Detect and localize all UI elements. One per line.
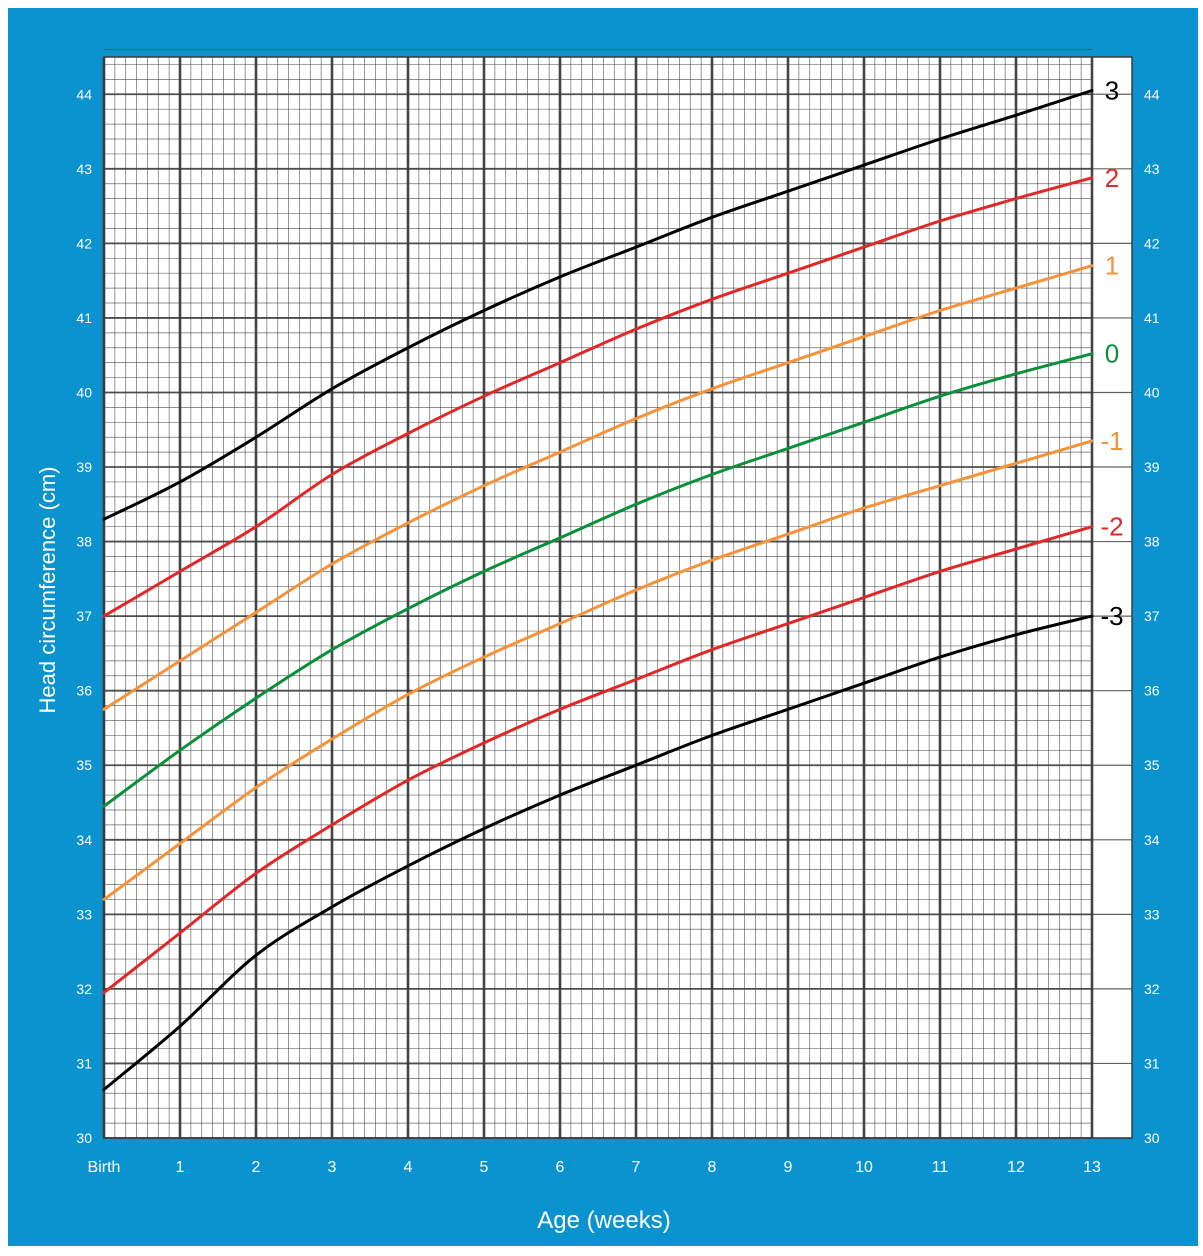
minor-grid xyxy=(104,49,1092,1138)
x-tick-label: 5 xyxy=(480,1159,489,1176)
plot-border xyxy=(103,56,1133,1139)
series-layer xyxy=(102,89,1094,1091)
y-tick-label-left: 34 xyxy=(76,832,92,848)
y-tick-label-left: 44 xyxy=(76,86,92,102)
y-tick-label-right: 36 xyxy=(1144,683,1160,699)
y-tick-label-right: 38 xyxy=(1144,534,1160,550)
y-tick-label-right: 39 xyxy=(1144,459,1160,475)
y-tick-label-left: 30 xyxy=(76,1130,92,1146)
x-tick-label: 8 xyxy=(708,1159,717,1176)
y-tick-label-left: 37 xyxy=(76,608,92,624)
x-axis-ticks: Birth 1 2 3 4 5 6 7 8 9 10 11 12 13 xyxy=(88,1159,1101,1176)
y-tick-label-right: 44 xyxy=(1144,86,1160,102)
y-tick-label-left: 43 xyxy=(76,161,92,177)
x-tick-label: 1 xyxy=(176,1159,185,1176)
y-tick-label-left: 35 xyxy=(76,757,92,773)
series-end-label-1: 2 xyxy=(1105,163,1119,193)
x-tick-label: 7 xyxy=(632,1159,641,1176)
series-end-label-5: -2 xyxy=(1100,512,1123,542)
y-tick-label-left: 38 xyxy=(76,534,92,550)
series-end-label-0: 3 xyxy=(1105,76,1119,106)
series-line-5 xyxy=(102,525,1094,995)
x-tick-label: 9 xyxy=(784,1159,793,1176)
y-axis-left-ticks: 30 31 32 33 34 35 36 37 38 39 40 41 42 43 44 xyxy=(76,86,92,1146)
major-grid xyxy=(102,56,1133,1139)
y-tick-label-right: 37 xyxy=(1144,608,1160,624)
y-axis-right-ticks: 30 31 32 33 34 35 36 37 38 39 40 41 42 43 44 xyxy=(1144,86,1160,1146)
x-tick-label: 12 xyxy=(1007,1159,1025,1176)
x-tick-label: 2 xyxy=(252,1159,261,1176)
y-tick-label-right: 31 xyxy=(1144,1055,1160,1071)
x-tick-label: 3 xyxy=(328,1159,337,1176)
series-end-label-3: 0 xyxy=(1105,339,1119,369)
x-tick-label: 4 xyxy=(404,1159,413,1176)
y-tick-label-right: 32 xyxy=(1144,981,1160,997)
x-tick-label: 6 xyxy=(556,1159,565,1176)
series-end-label-4: -1 xyxy=(1100,426,1123,456)
y-tick-label-right: 34 xyxy=(1144,832,1160,848)
series-line-3 xyxy=(102,352,1094,808)
series-line-4 xyxy=(102,439,1094,901)
y-tick-label-right: 40 xyxy=(1144,384,1160,400)
x-tick-label: 10 xyxy=(855,1159,873,1176)
y-tick-label-right: 42 xyxy=(1144,235,1160,251)
x-tick-label: 13 xyxy=(1083,1159,1101,1176)
x-axis-title: Age (weeks) xyxy=(537,1207,670,1234)
series-end-label-6: -3 xyxy=(1100,601,1123,631)
y-tick-label-right: 33 xyxy=(1144,906,1160,922)
y-tick-label-left: 36 xyxy=(76,683,92,699)
y-tick-label-left: 33 xyxy=(76,906,92,922)
series-line-6 xyxy=(102,614,1094,1091)
y-tick-label-left: 41 xyxy=(76,310,92,326)
y-tick-label-left: 39 xyxy=(76,459,92,475)
y-tick-label-right: 30 xyxy=(1144,1130,1160,1146)
y-tick-label-left: 40 xyxy=(76,384,92,400)
y-tick-label-left: 31 xyxy=(76,1055,92,1071)
series-end-label-2: 1 xyxy=(1105,251,1119,281)
y-tick-label-left: 42 xyxy=(76,235,92,251)
series-end-labels: 3 2 1 0 -1 -2 -3 xyxy=(1100,76,1123,632)
y-tick-label-left: 32 xyxy=(76,981,92,997)
series-line-0 xyxy=(102,89,1094,521)
y-tick-label-right: 43 xyxy=(1144,161,1160,177)
series-line-2 xyxy=(102,264,1094,711)
series-line-1 xyxy=(102,176,1094,618)
y-tick-label-right: 41 xyxy=(1144,310,1160,326)
x-tick-label: 11 xyxy=(932,1159,949,1176)
x-tick-label: Birth xyxy=(88,1159,121,1176)
y-tick-label-right: 35 xyxy=(1144,757,1160,773)
y-axis-title: Head circumference (cm) xyxy=(35,467,60,714)
